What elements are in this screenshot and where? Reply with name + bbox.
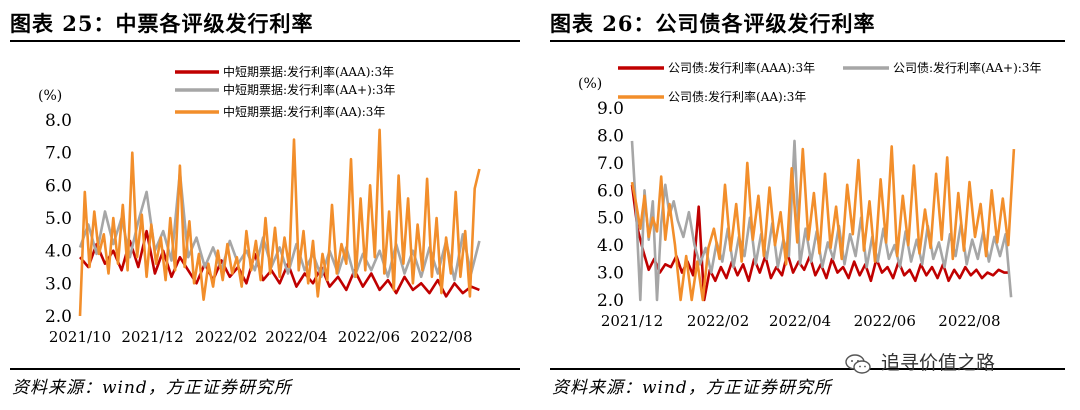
source-rule — [10, 368, 520, 370]
legend-label: 公司债:发行利率(AAA):3年 — [668, 60, 815, 75]
y-tick-label: 3.0 — [45, 274, 72, 294]
legend-label: 公司债:发行利率(AA):3年 — [668, 89, 806, 104]
title-rule — [10, 40, 520, 42]
y-tick-label: 5.0 — [45, 209, 72, 229]
series-line-2 — [78, 171, 481, 282]
y-tick-label: 8.0 — [597, 126, 624, 146]
watermark-text: 追寻价值之路 — [881, 352, 996, 374]
y-tick-label: 2.0 — [597, 291, 624, 311]
y-tick-label: 7.0 — [45, 144, 72, 164]
y-tick-label: 3.0 — [597, 264, 624, 284]
source-note: 资料来源：wind，方正证券研究所 — [12, 378, 292, 398]
y-tick-label: 5.0 — [597, 209, 624, 229]
chart-panel-right: 图表 26：公司债各评级发行利率 (%) 9.0 8.0 7.0 6.0 5.0 4.0 3.… — [540, 0, 1080, 410]
watermark: 追寻价值之路 — [845, 348, 995, 375]
chart-title: 图表 26：公司债各评级发行利率 — [550, 11, 876, 36]
y-tick-label: 4.0 — [597, 236, 624, 256]
title-rule — [550, 40, 1065, 42]
x-tick-label: 2022/02 — [195, 328, 257, 346]
x-tick-label: 2022/08 — [410, 328, 472, 346]
chart-title: 图表 25：中票各评级发行利率 — [10, 11, 314, 36]
series-line-1 — [79, 229, 480, 298]
x-tick-label: 2022/06 — [338, 328, 400, 346]
x-tick-label: 2021/12 — [601, 312, 663, 330]
y-axis-label: (%) — [38, 88, 62, 104]
chart-panel-left: 图表 25：中票各评级发行利率 (%) 8.0 7.0 6.0 5.0 4.0 3.0 2.0… — [0, 0, 530, 410]
x-tick-label: 2022/06 — [854, 312, 916, 330]
y-tick-label: 6.0 — [45, 176, 72, 196]
series-line-3 — [630, 145, 1016, 302]
y-tick-label: 4.0 — [45, 242, 72, 262]
y-tick-label: 6.0 — [597, 181, 624, 201]
legend-label: 中短期票据:发行利率(AA+):3年 — [223, 82, 395, 97]
series-line-3 — [78, 128, 481, 317]
source-note: 资料来源：wind，方正证券研究所 — [552, 378, 832, 398]
y-tick-label: 7.0 — [597, 154, 624, 174]
series-line-2 — [630, 139, 1013, 302]
y-tick-label: 9.0 — [597, 99, 624, 119]
y-axis-label: (%) — [578, 76, 602, 92]
x-tick-label: 2022/08 — [938, 312, 1000, 330]
x-tick-label: 2021/12 — [121, 328, 183, 346]
legend-label: 中短期票据:发行利率(AA):3年 — [223, 104, 385, 119]
x-tick-label: 2022/04 — [265, 328, 327, 346]
legend-label: 中短期票据:发行利率(AAA):3年 — [223, 64, 394, 79]
x-tick-label: 2022/04 — [769, 312, 831, 330]
legend-label: 公司债:发行利率(AA+):3年 — [893, 60, 1041, 75]
source-rule — [550, 368, 1065, 370]
x-tick-label: 2021/10 — [49, 328, 111, 346]
x-tick-label: 2022/02 — [687, 312, 749, 330]
y-tick-label: 8.0 — [45, 111, 72, 131]
wechat-icon — [845, 353, 871, 374]
y-tick-label: 2.0 — [45, 307, 72, 327]
